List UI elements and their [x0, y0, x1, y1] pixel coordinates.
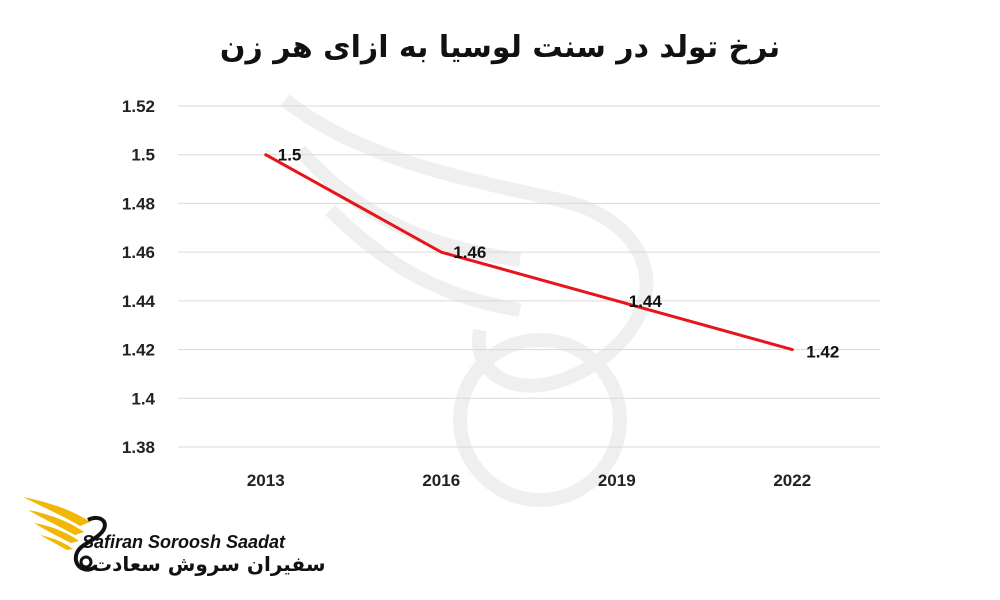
y-tick-label: 1.46	[122, 243, 155, 262]
data-label: 1.46	[453, 243, 486, 262]
y-tick-label: 1.5	[131, 146, 155, 165]
data-label: 1.5	[278, 146, 302, 165]
y-tick-label: 1.38	[122, 438, 155, 457]
data-label: 1.42	[806, 343, 839, 362]
y-tick-label: 1.52	[122, 97, 155, 116]
brand-name-persian: سفیران سروش سعادت	[92, 552, 326, 576]
y-tick-label: 1.42	[122, 341, 155, 360]
chart-title: نرخ تولد در سنت لوسیا به ازای هر زن	[219, 30, 781, 65]
x-tick-label: 2019	[598, 471, 636, 490]
y-tick-label: 1.4	[131, 389, 155, 408]
data-point	[615, 299, 619, 303]
watermark-wing-icon	[280, 94, 654, 507]
y-tick-label: 1.48	[122, 194, 155, 213]
x-tick-label: 2022	[773, 471, 811, 490]
y-tick-label: 1.44	[122, 292, 156, 311]
brand-name-english: Safiran Soroosh Saadat	[82, 532, 286, 552]
series-line	[265, 153, 793, 352]
data-point	[439, 250, 443, 254]
x-tick-label: 2013	[247, 471, 285, 490]
data-point	[264, 153, 268, 157]
wing-swan-logo-icon	[23, 497, 107, 572]
x-tick-label: 2016	[422, 471, 460, 490]
data-label: 1.44	[629, 292, 663, 311]
data-point	[790, 348, 794, 352]
